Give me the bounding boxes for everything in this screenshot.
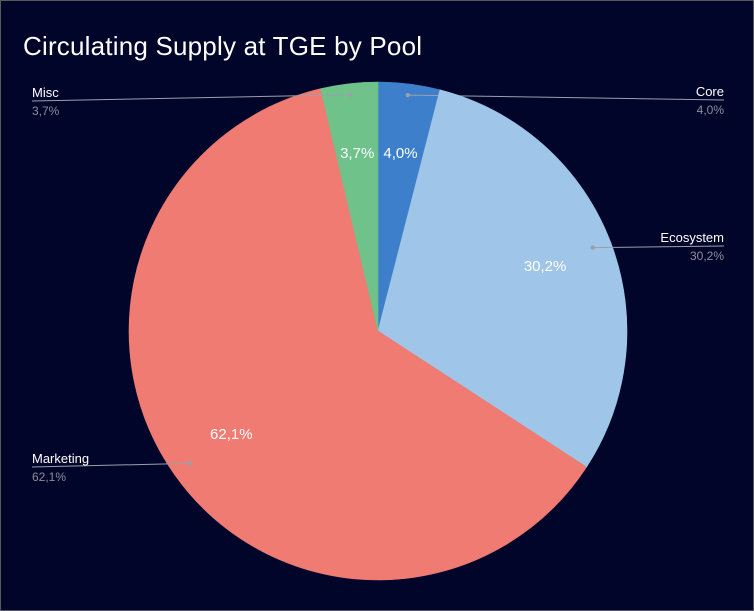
slice-label-core: 4,0% [383,145,417,162]
leader-dot-ecosystem [590,245,595,250]
leader-dot-core [405,92,410,98]
callout-name-misc: Misc [32,85,59,100]
callout-name-ecosystem: Ecosystem [660,230,724,245]
slice-label-misc: 3,7% [340,145,374,162]
callout-name-core: Core [696,84,724,99]
chart-title: Circulating Supply at TGE by Pool [23,31,423,61]
leader-line-marketing [31,462,190,468]
callout-percent-core: 4,0% [697,103,725,117]
pie-slice-misc[interactable] [320,81,379,332]
callout-percent-marketing: 62,1% [32,470,66,484]
callout-percent-misc: 3,7% [32,104,60,118]
slice-label-ecosystem: 30,2% [524,258,567,275]
callout-name-marketing: Marketing [32,451,89,466]
slice-label-marketing: 62,1% [210,426,253,443]
leader-line-ecosystem [592,245,725,249]
pie-slice-ecosystem[interactable] [377,89,628,468]
leader-dot-misc [348,92,353,98]
pie-slice-marketing[interactable] [128,88,587,581]
callout-percent-ecosystem: 30,2% [690,249,724,263]
leader-line-misc [31,94,351,102]
leader-dot-marketing [187,461,192,466]
